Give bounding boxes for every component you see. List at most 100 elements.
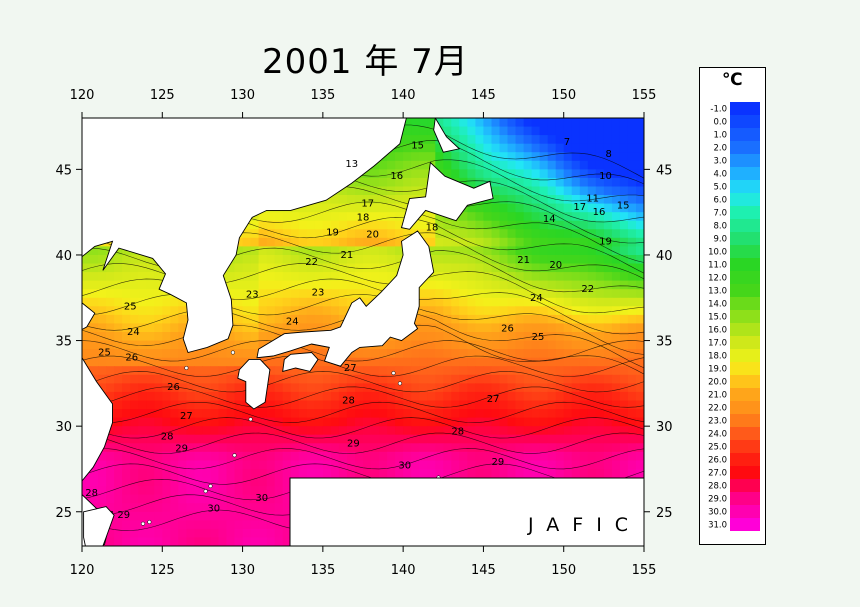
sea-cell <box>258 332 268 342</box>
sea-cell <box>459 469 468 479</box>
sea-cell <box>595 220 605 230</box>
sea-cell <box>274 460 284 470</box>
sea-cell <box>619 160 629 170</box>
sea-cell <box>234 374 244 384</box>
sea-cell <box>443 451 452 461</box>
sea-cell <box>435 229 444 239</box>
sea-cell <box>266 357 276 367</box>
contour-label: 24 <box>127 327 140 338</box>
sea-cell <box>250 255 260 265</box>
sea-cell <box>395 143 404 153</box>
sea-cell <box>587 177 597 188</box>
sea-cell <box>218 537 228 546</box>
sea-cell <box>555 255 565 265</box>
sea-cell <box>451 263 460 273</box>
sea-cell <box>154 409 163 419</box>
sea-cell <box>146 366 155 376</box>
sea-cell <box>475 443 484 453</box>
sea-cell <box>154 503 163 513</box>
sea-cell <box>314 469 324 479</box>
sea-cell <box>250 229 260 239</box>
sea-cell <box>451 160 460 170</box>
sea-cell <box>507 340 517 350</box>
sea-cell <box>531 169 541 179</box>
sea-cell <box>242 340 252 350</box>
sea-cell <box>282 212 292 222</box>
legend-label: 7.0 <box>713 209 727 219</box>
sea-cell <box>202 349 211 359</box>
sea-cell <box>467 220 476 230</box>
sea-cell <box>563 443 573 453</box>
sea-cell <box>395 152 404 162</box>
sea-cell <box>114 443 123 453</box>
sea-cell <box>314 306 324 316</box>
sea-cell <box>226 409 236 419</box>
sea-cell <box>451 297 460 307</box>
sea-cell <box>146 357 155 367</box>
legend-label: 12.0 <box>708 274 727 284</box>
sea-cell <box>475 212 484 222</box>
sea-cell <box>459 135 468 145</box>
sea-cell <box>419 118 428 128</box>
sea-cell <box>290 212 300 222</box>
sea-cell <box>499 374 509 384</box>
sea-cell <box>419 323 428 333</box>
sea-cell <box>202 357 211 367</box>
sea-cell <box>403 357 412 367</box>
sea-cell <box>636 255 644 265</box>
sea-cell <box>619 289 629 299</box>
map-title: 2001 年 7月 <box>262 42 469 82</box>
sea-cell <box>555 272 565 282</box>
sea-cell <box>170 374 179 384</box>
sea-cell <box>619 169 629 179</box>
sea-cell <box>563 306 573 316</box>
sea-cell <box>435 314 444 325</box>
sea-cell <box>363 246 372 256</box>
sea-cell <box>178 314 187 325</box>
sea-cell <box>355 357 364 367</box>
sea-cell <box>427 297 436 307</box>
sea-cell <box>250 511 260 521</box>
contour-label: 27 <box>344 363 357 374</box>
sea-cell <box>266 451 276 461</box>
sea-cell <box>411 546 420 555</box>
sea-cell <box>563 143 573 153</box>
sea-cell <box>162 340 171 350</box>
sea-cell <box>322 229 332 239</box>
sea-cell <box>114 391 123 402</box>
sea-cell <box>595 255 605 265</box>
sea-cell <box>290 263 300 273</box>
sea-cell <box>330 212 340 222</box>
sea-cell <box>298 366 308 376</box>
sea-cell <box>595 383 605 393</box>
sea-cell <box>595 152 605 162</box>
sea-cell <box>419 220 428 230</box>
sea-cell <box>194 546 203 555</box>
sea-cell <box>515 255 525 265</box>
sea-cell <box>611 417 621 427</box>
sea-cell <box>619 195 629 205</box>
sea-cell <box>636 443 644 453</box>
sea-cell <box>531 177 541 188</box>
legend-label: 6.0 <box>713 196 727 206</box>
sea-cell <box>547 143 557 153</box>
sea-cell <box>138 511 147 521</box>
sea-cell <box>419 383 428 393</box>
sea-cell <box>122 409 131 419</box>
sea-cell <box>539 357 549 367</box>
y-tick-label-right: 40 <box>656 249 673 264</box>
sea-cell <box>571 451 581 461</box>
sea-cell <box>363 220 372 230</box>
sea-cell <box>571 118 581 128</box>
sea-cell <box>387 366 396 376</box>
sea-cell <box>122 400 131 410</box>
sea-cell <box>491 460 501 470</box>
sea-cell <box>467 177 476 188</box>
sea-cell <box>491 357 501 367</box>
legend-swatch <box>730 128 760 141</box>
sea-cell <box>491 426 501 436</box>
x-tick-label-top: 120 <box>70 88 95 103</box>
sea-cell <box>515 366 525 376</box>
sea-cell <box>298 383 308 393</box>
legend-label: 27.0 <box>708 469 727 479</box>
